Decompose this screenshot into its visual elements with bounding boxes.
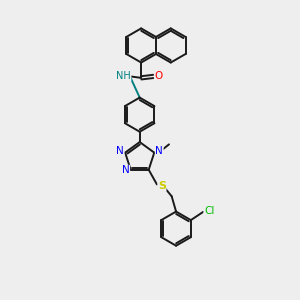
Text: S: S [158,181,166,191]
Text: NH: NH [116,71,131,81]
Text: Cl: Cl [204,206,214,216]
Text: N: N [116,146,124,157]
Text: N: N [122,165,130,175]
Text: N: N [155,146,163,157]
Text: O: O [154,71,163,81]
